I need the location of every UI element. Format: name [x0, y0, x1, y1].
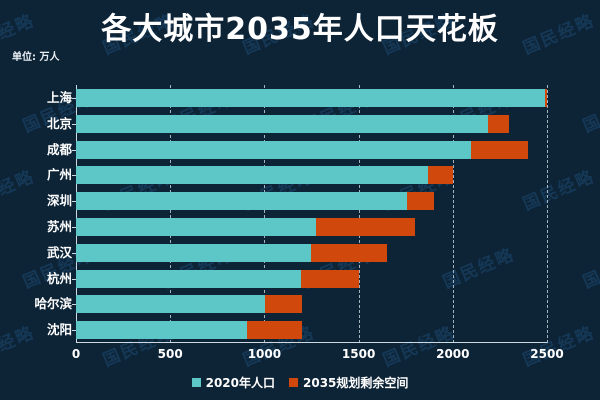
legend-swatch-icon-1: [289, 378, 298, 387]
y-tick-label-9: 沈阳: [46, 322, 72, 338]
y-tick-label-0: 上海: [46, 89, 72, 105]
x-tick-label-1000: 1000: [247, 347, 282, 361]
bar-row[interactable]: [76, 140, 547, 159]
y-tick-label-6: 武汉: [46, 244, 72, 260]
bar-row[interactable]: [76, 269, 547, 288]
chart-title: 各大城市2035年人口天花板: [101, 12, 499, 47]
bar-segment-population[interactable]: [76, 243, 311, 262]
y-tick-label-2: 成都: [46, 141, 72, 157]
bar-row[interactable]: [76, 321, 547, 340]
x-tick-label-2500: 2500: [530, 347, 564, 361]
bar-row[interactable]: [76, 88, 547, 107]
bar-row[interactable]: [76, 243, 547, 262]
bar-segment-population[interactable]: [76, 269, 301, 288]
bar-segment-population[interactable]: [76, 140, 471, 159]
gridline-1000: [264, 85, 266, 343]
x-tick-label-0: 0: [71, 347, 81, 361]
bar-segment-population[interactable]: [76, 114, 489, 133]
plot-area: 上海北京成都广州深圳苏州武汉杭州哈尔滨沈阳 0 500 1000 1500 2000 25…: [34, 85, 564, 361]
bar-segment-remaining[interactable]: [300, 269, 359, 288]
legend-label-0: 2020年人口: [205, 376, 275, 390]
watermark-text: 国民经略: [18, 396, 98, 400]
x-axis-line: [76, 342, 547, 343]
bar-row[interactable]: [76, 295, 547, 314]
y-tick-label-3: 广州: [46, 167, 72, 183]
bar-segment-population[interactable]: [76, 321, 247, 340]
watermark-text: 国民经略: [580, 244, 600, 293]
bar-segment-remaining[interactable]: [316, 217, 416, 236]
chart-legend: 2020年人口 2035规划剩余空间: [0, 374, 600, 391]
bar-segment-remaining[interactable]: [427, 166, 453, 185]
y-axis-line: [76, 85, 77, 343]
y-tick-mark-7: [72, 278, 76, 280]
y-tick-mark-5: [72, 226, 76, 228]
y-tick-label-4: 深圳: [46, 193, 72, 209]
bar-segment-population[interactable]: [76, 217, 317, 236]
y-tick-mark-4: [72, 201, 76, 203]
watermark-text: 国民经略: [158, 396, 238, 400]
y-tick-label-8: 哈尔滨: [34, 296, 72, 312]
chart-unit-label: 单位: 万人: [12, 52, 60, 63]
y-tick-label-1: 北京: [46, 115, 72, 131]
y-tick-mark-2: [72, 149, 76, 151]
bar-segment-population[interactable]: [76, 295, 265, 314]
legend-item-0[interactable]: 2020年人口: [191, 374, 275, 391]
y-tick-mark-6: [72, 252, 76, 254]
watermark-text: 国民经略: [298, 396, 378, 400]
bar-segment-remaining[interactable]: [406, 192, 434, 211]
bar-segment-remaining[interactable]: [470, 140, 529, 159]
bar-segment-remaining[interactable]: [544, 88, 547, 107]
bar-row[interactable]: [76, 217, 547, 236]
bar-segment-remaining[interactable]: [310, 243, 387, 262]
y-tick-mark-0: [72, 97, 76, 99]
gridline-2000: [452, 85, 454, 343]
bar-row[interactable]: [76, 114, 547, 133]
gridline-500: [170, 85, 172, 343]
bar-segment-population[interactable]: [76, 88, 545, 107]
x-tick-label-500: 500: [157, 347, 183, 361]
watermark-text: 国民经略: [578, 396, 600, 400]
legend-item-1[interactable]: 2035规划剩余空间: [289, 374, 408, 391]
y-tick-label-5: 苏州: [46, 218, 72, 234]
bar-segment-remaining[interactable]: [264, 295, 303, 314]
bar-segment-population[interactable]: [76, 192, 407, 211]
gridline-1500: [358, 85, 360, 343]
bar-row[interactable]: [76, 192, 547, 211]
y-tick-mark-3: [72, 175, 76, 177]
gridline-2500: [547, 85, 548, 343]
y-tick-mark-1: [72, 123, 76, 125]
watermark-text: 国民经略: [580, 88, 600, 137]
legend-label-1: 2035规划剩余空间: [303, 376, 409, 390]
bar-segment-population[interactable]: [76, 166, 428, 185]
x-tick-label-2000: 2000: [436, 347, 470, 361]
bar-segment-remaining[interactable]: [488, 114, 510, 133]
bar-segment-remaining[interactable]: [246, 321, 303, 340]
y-tick-mark-8: [72, 304, 76, 306]
x-tick-label-1500: 1500: [341, 347, 376, 361]
legend-swatch-icon-0: [191, 378, 201, 387]
y-tick-mark-9: [72, 330, 76, 332]
y-tick-label-7: 杭州: [46, 270, 72, 286]
watermark-text: 国民经略: [438, 396, 518, 400]
bar-row[interactable]: [76, 166, 547, 185]
